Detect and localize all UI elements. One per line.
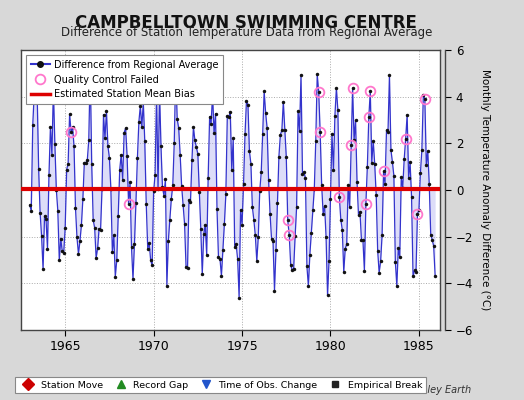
Legend: Difference from Regional Average, Quality Control Failed, Estimated Station Mean: Difference from Regional Average, Qualit… <box>26 55 223 104</box>
Text: Berkeley Earth: Berkeley Earth <box>399 385 472 395</box>
Y-axis label: Monthly Temperature Anomaly Difference (°C): Monthly Temperature Anomaly Difference (… <box>480 69 490 311</box>
Legend: Station Move, Record Gap, Time of Obs. Change, Empirical Break: Station Move, Record Gap, Time of Obs. C… <box>15 377 426 393</box>
Text: Difference of Station Temperature Data from Regional Average: Difference of Station Temperature Data f… <box>61 26 432 39</box>
Text: CAMPBELLTOWN SWIMMING CENTRE: CAMPBELLTOWN SWIMMING CENTRE <box>75 14 417 32</box>
